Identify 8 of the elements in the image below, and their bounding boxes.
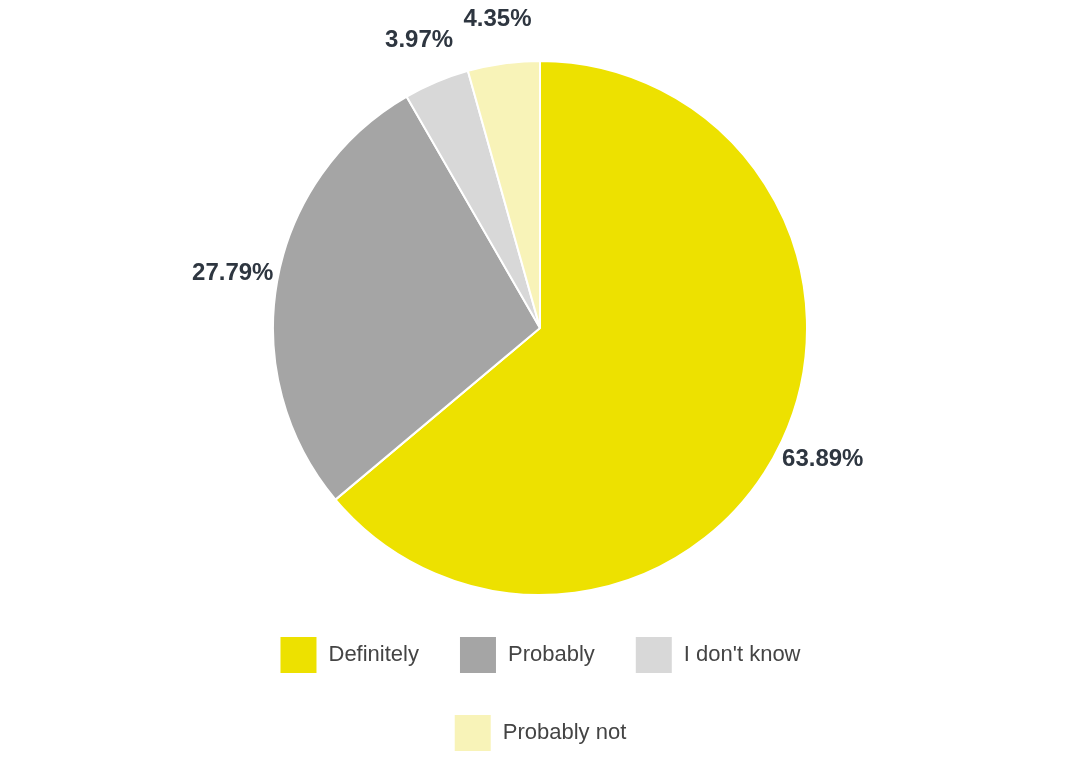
data-label: 63.89% — [782, 444, 864, 472]
data-label: 3.97% — [385, 25, 454, 53]
legend-label: Definitely — [328, 641, 419, 667]
legend-label: Probably — [507, 641, 595, 667]
legend-label: I don't know — [683, 641, 801, 667]
legend-label: Probably not — [502, 719, 627, 745]
data-label: 27.79% — [192, 258, 274, 286]
data-label: 4.35% — [463, 3, 532, 31]
